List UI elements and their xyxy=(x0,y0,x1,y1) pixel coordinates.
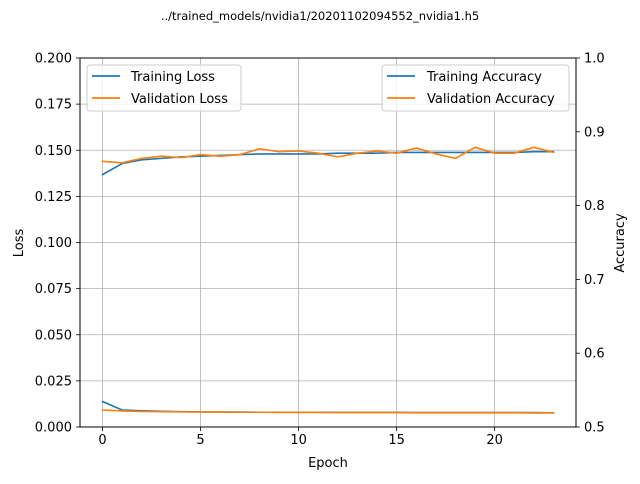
y-axis-left: 0.000 0.025 0.050 0.075 0.100 0.125 0.150 0.175… xyxy=(35,52,80,436)
y-left-tick-label: 0.150 xyxy=(35,144,72,159)
x-tick-label: 10 xyxy=(290,433,307,448)
y-right-tick-label: 0.6 xyxy=(584,347,605,362)
y-left-tick-label: 0.050 xyxy=(35,328,72,343)
y-axis-left-label: Loss xyxy=(12,229,27,258)
x-axis-label: Epoch xyxy=(308,456,348,471)
legend-left-label-0: Training Loss xyxy=(130,70,215,85)
y-right-tick-label: 0.8 xyxy=(584,199,605,214)
y-left-tick-label: 0.025 xyxy=(35,374,72,389)
y-left-tick-label: 0.000 xyxy=(35,421,72,436)
chart-title: ../trained_models/nvidia1/20201102094552… xyxy=(161,9,479,23)
y-right-tick-label: 0.5 xyxy=(584,421,605,436)
legend-right-label-0: Training Accuracy xyxy=(426,70,542,85)
legend-right-label-1: Validation Accuracy xyxy=(427,92,555,107)
x-axis: 0 5 10 15 20 xyxy=(98,427,503,448)
y-left-tick-label: 0.175 xyxy=(35,98,72,113)
x-tick-label: 20 xyxy=(486,433,503,448)
y-axis-right-label: Accuracy xyxy=(613,213,628,273)
legend-right-box xyxy=(381,64,570,112)
x-tick-label: 5 xyxy=(196,433,204,448)
legend-right: Training Accuracy Validation Accuracy xyxy=(381,64,570,112)
y-right-tick-label: 0.9 xyxy=(584,125,605,140)
legend-left-box xyxy=(86,64,242,112)
y-left-tick-label: 0.075 xyxy=(35,282,72,297)
y-right-tick-label: 1.0 xyxy=(584,52,605,67)
legend-left: Training Loss Validation Loss xyxy=(86,64,242,112)
y-left-tick-label: 0.200 xyxy=(35,52,72,67)
legend-left-label-1: Validation Loss xyxy=(131,92,228,107)
series-line-validation-accuracy xyxy=(101,146,555,164)
y-left-tick-label: 0.100 xyxy=(35,236,72,251)
series-line-validation-loss xyxy=(101,409,555,414)
x-tick-label: 15 xyxy=(388,433,405,448)
y-axis-right: 0.5 0.6 0.7 0.8 0.9 1.0 xyxy=(576,52,605,436)
y-left-tick-label: 0.125 xyxy=(35,190,72,205)
series-layer xyxy=(101,146,555,414)
y-right-tick-label: 0.7 xyxy=(584,273,605,288)
x-tick-label: 0 xyxy=(98,433,106,448)
